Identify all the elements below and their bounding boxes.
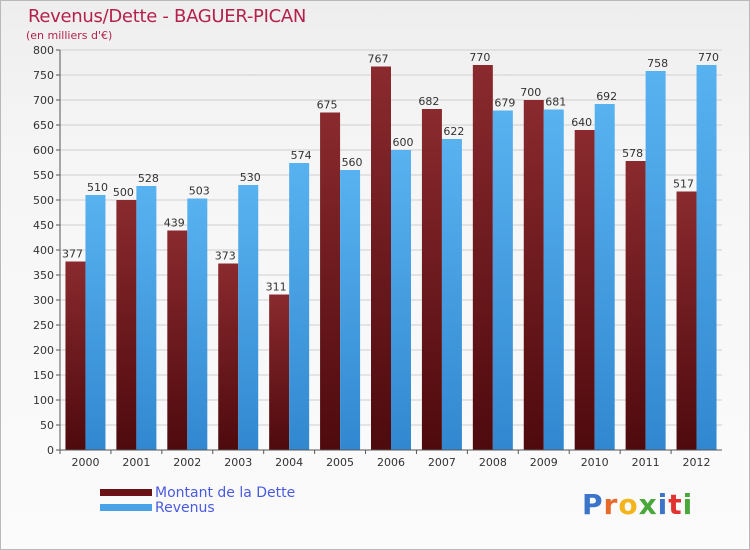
- y-tick-label: 700: [33, 94, 54, 107]
- bar-dette: [676, 191, 697, 450]
- bar-revenus: [391, 150, 411, 450]
- data-label: 770: [469, 51, 490, 64]
- x-tick-label: 2011: [632, 456, 660, 469]
- y-tick-label: 50: [40, 419, 54, 432]
- data-label: 560: [342, 156, 363, 169]
- x-tick-label: 2007: [428, 456, 456, 469]
- bar-dette: [167, 230, 188, 450]
- bar-dette: [523, 100, 544, 450]
- x-tick-label: 2001: [122, 456, 150, 469]
- y-tick-label: 250: [33, 319, 54, 332]
- bar-revenus: [85, 195, 106, 450]
- y-tick-label: 350: [33, 269, 54, 282]
- x-tick-label: 2009: [530, 456, 558, 469]
- y-tick-label: 450: [33, 219, 54, 232]
- logo-letter: o: [618, 488, 639, 521]
- y-tick-label: 550: [33, 169, 54, 182]
- legend-swatch-dette: [100, 489, 152, 496]
- bar-revenus: [238, 185, 259, 450]
- y-tick-label: 650: [33, 119, 54, 132]
- data-label: 700: [520, 86, 541, 99]
- data-label: 373: [215, 250, 236, 263]
- chart-title: Revenus/Dette - BAGUER-PICAN: [28, 6, 307, 27]
- y-tick-label: 400: [33, 244, 54, 257]
- legend-swatch-revenus: [100, 504, 152, 511]
- bar-revenus: [696, 65, 717, 450]
- bar-dette: [218, 263, 239, 450]
- data-label: 622: [443, 125, 464, 138]
- logo-letter: r: [603, 488, 619, 521]
- x-tick-label: 2004: [275, 456, 303, 469]
- y-tick-label: 800: [33, 44, 54, 57]
- data-label: 758: [647, 57, 668, 70]
- bar-revenus: [289, 163, 310, 450]
- y-tick-label: 0: [47, 444, 54, 457]
- data-label: 510: [87, 181, 108, 194]
- data-label: 500: [113, 186, 134, 199]
- data-label: 530: [240, 171, 261, 184]
- bar-revenus: [645, 71, 666, 450]
- data-label: 681: [545, 96, 566, 109]
- proxiti-logo: Proxiti: [582, 488, 693, 521]
- bar-dette: [574, 130, 595, 450]
- data-label: 770: [698, 51, 719, 64]
- x-tick-label: 2005: [326, 456, 354, 469]
- logo-letter: i: [682, 488, 694, 521]
- bar-revenus: [340, 170, 361, 450]
- data-label: 600: [393, 136, 414, 149]
- bar-dette: [269, 294, 290, 450]
- x-tick-label: 2002: [173, 456, 201, 469]
- data-label: 679: [494, 97, 515, 110]
- data-label: 578: [622, 147, 643, 160]
- x-tick-label: 2006: [377, 456, 405, 469]
- bar-revenus: [492, 110, 513, 450]
- data-label: 640: [571, 116, 592, 129]
- bar-dette: [472, 65, 493, 450]
- bar-revenus: [136, 186, 157, 450]
- data-label: 528: [138, 172, 159, 185]
- x-tick-label: 2003: [224, 456, 252, 469]
- data-label: 682: [418, 95, 439, 108]
- y-tick-label: 150: [33, 369, 54, 382]
- y-tick-label: 300: [33, 294, 54, 307]
- data-label: 675: [317, 99, 338, 112]
- chart-subtitle: (en milliers d'€): [26, 29, 113, 42]
- logo-letter: i: [657, 488, 669, 521]
- y-tick-label: 200: [33, 344, 54, 357]
- data-label: 767: [368, 53, 389, 66]
- x-tick-label: 2010: [581, 456, 609, 469]
- legend-label-dette: Montant de la Dette: [155, 485, 296, 501]
- bar-revenus: [441, 139, 462, 450]
- data-label: 439: [164, 217, 185, 230]
- data-label: 574: [291, 149, 312, 162]
- bar-dette: [421, 109, 442, 450]
- bar-dette: [65, 261, 86, 450]
- legend-label-revenus: Revenus: [155, 500, 215, 516]
- y-tick-label: 750: [33, 69, 54, 82]
- data-label: 692: [596, 90, 617, 103]
- bar-dette: [116, 200, 137, 450]
- logo-letter: t: [668, 488, 683, 521]
- x-tick-label: 2008: [479, 456, 507, 469]
- x-tick-label: 2012: [683, 456, 711, 469]
- bar-dette: [371, 66, 391, 450]
- data-label: 517: [673, 178, 694, 191]
- y-tick-label: 100: [33, 394, 54, 407]
- bar-dette: [320, 112, 341, 450]
- y-tick-label: 500: [33, 194, 54, 207]
- y-tick-label: 600: [33, 144, 54, 157]
- bar-revenus: [594, 104, 615, 450]
- bar-revenus: [543, 109, 564, 450]
- bar-revenus: [187, 198, 208, 450]
- data-label: 377: [62, 248, 83, 261]
- data-label: 311: [266, 281, 287, 294]
- logo-letter: P: [582, 488, 604, 521]
- x-tick-label: 2000: [71, 456, 99, 469]
- logo-letter: x: [638, 488, 658, 521]
- bar-dette: [625, 161, 646, 450]
- data-label: 503: [189, 185, 210, 198]
